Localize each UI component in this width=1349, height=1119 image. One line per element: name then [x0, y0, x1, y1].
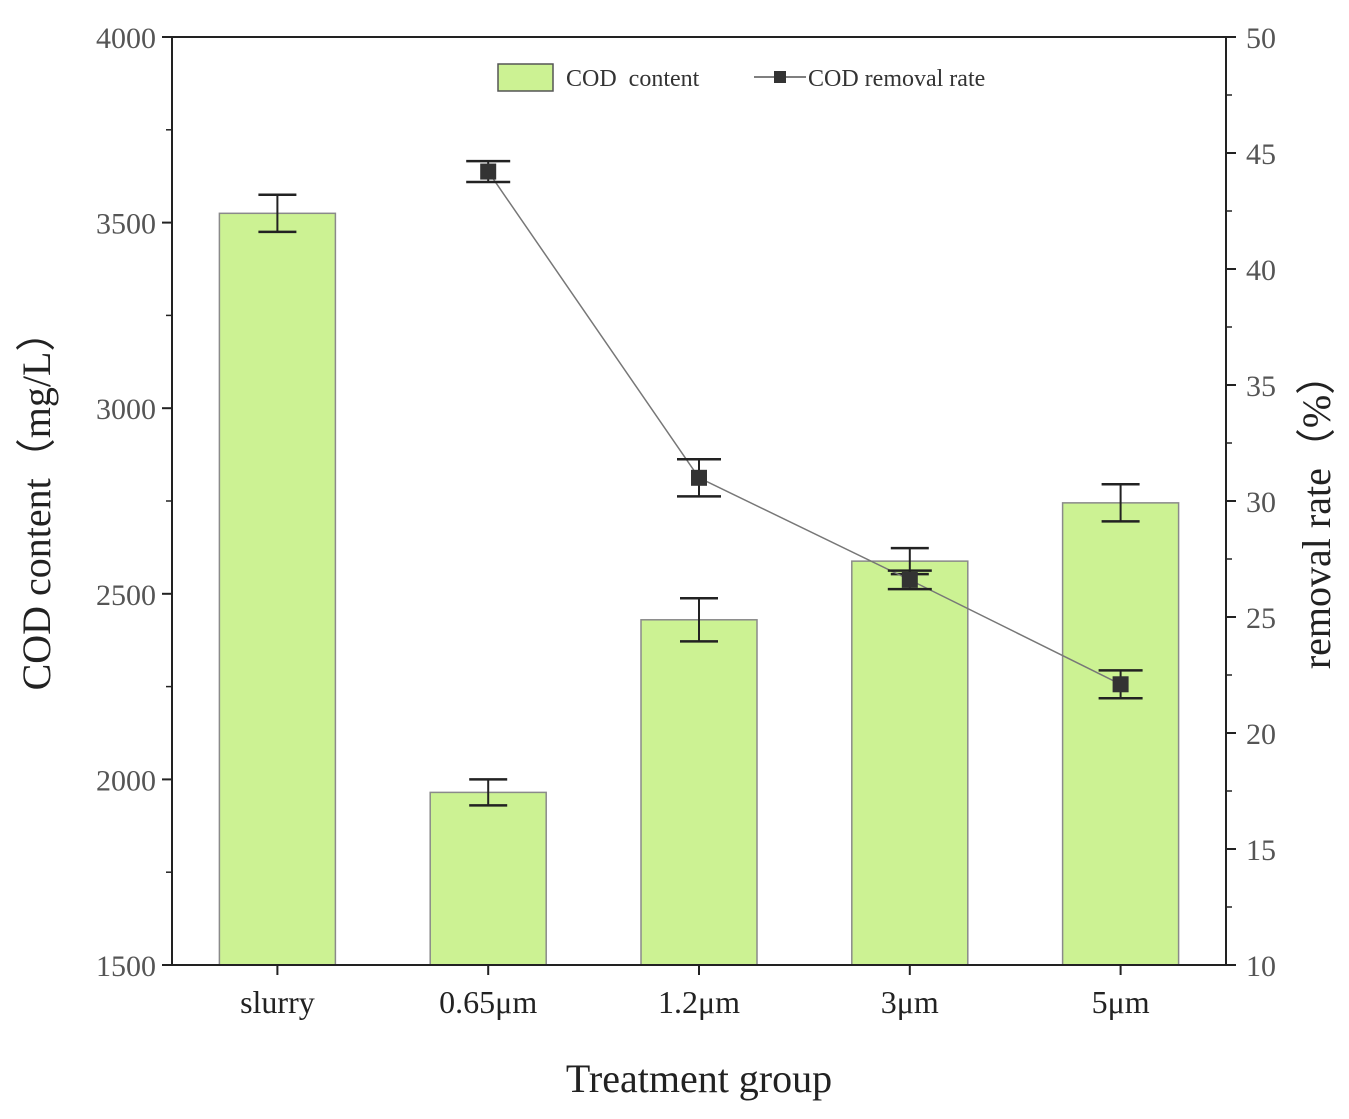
- bars-layer: [218, 193, 1180, 966]
- y-tick-label-4: 3500: [96, 208, 156, 241]
- y2-tick-label-4: 30: [1246, 486, 1276, 519]
- y-tick-label-3: 3000: [96, 393, 156, 426]
- legend-swatch-bar: [497, 63, 554, 92]
- legend-label-bar: COD content: [566, 66, 700, 92]
- data-point-1: [480, 163, 497, 180]
- y2-tick-label-3: 25: [1246, 602, 1276, 635]
- bar-4: [1061, 502, 1180, 966]
- y2-tick-label-0: 10: [1246, 950, 1276, 983]
- x-tick-label-4: 5μm: [1092, 984, 1150, 1020]
- bar-0: [218, 212, 337, 966]
- x-tick-label-0: slurry: [240, 984, 315, 1020]
- left-axis: 1500 2000 2500 3000 3500 4000: [96, 22, 172, 983]
- x-tick-label-3: 3μm: [881, 984, 939, 1020]
- y2-tick-label-8: 50: [1246, 22, 1276, 55]
- x-axis-title: Treatment group: [566, 1056, 832, 1101]
- y-tick-label-2: 2500: [96, 579, 156, 612]
- x-tick-label-1: 0.65μm: [439, 984, 537, 1020]
- y2-tick-label-7: 45: [1246, 138, 1276, 171]
- legend-swatch-marker: [774, 71, 786, 83]
- data-point-3: [901, 571, 918, 588]
- y2-axis-title: removal rate（%）: [1294, 355, 1339, 669]
- y-tick-label-0: 1500: [96, 950, 156, 983]
- y2-tick-label-2: 20: [1246, 718, 1276, 751]
- bar-2: [640, 619, 758, 966]
- y2-tick-label-5: 35: [1246, 370, 1276, 403]
- legend-label-line: COD removal rate: [808, 66, 985, 92]
- y-axis-title: COD content（mg/L）: [14, 312, 59, 691]
- line-layer: [466, 159, 1143, 700]
- y2-tick-label-1: 15: [1246, 834, 1276, 867]
- y-tick-label-1: 2000: [96, 764, 156, 797]
- legend: COD content COD removal rate: [497, 63, 985, 92]
- x-axis: slurry 0.65μm 1.2μm 3μm 5μm: [240, 965, 1150, 1020]
- bar-1: [429, 791, 547, 966]
- data-point-2: [691, 469, 707, 486]
- removal-rate-line: [487, 171, 1121, 685]
- bar-3: [851, 560, 969, 966]
- y-tick-label-5: 4000: [96, 22, 156, 55]
- data-point-4: [1112, 676, 1129, 693]
- right-axis: 10 15 20 25 30 35 40 45 50: [1226, 22, 1276, 983]
- y2-tick-label-6: 40: [1246, 254, 1276, 287]
- x-tick-label-2: 1.2μm: [658, 984, 740, 1020]
